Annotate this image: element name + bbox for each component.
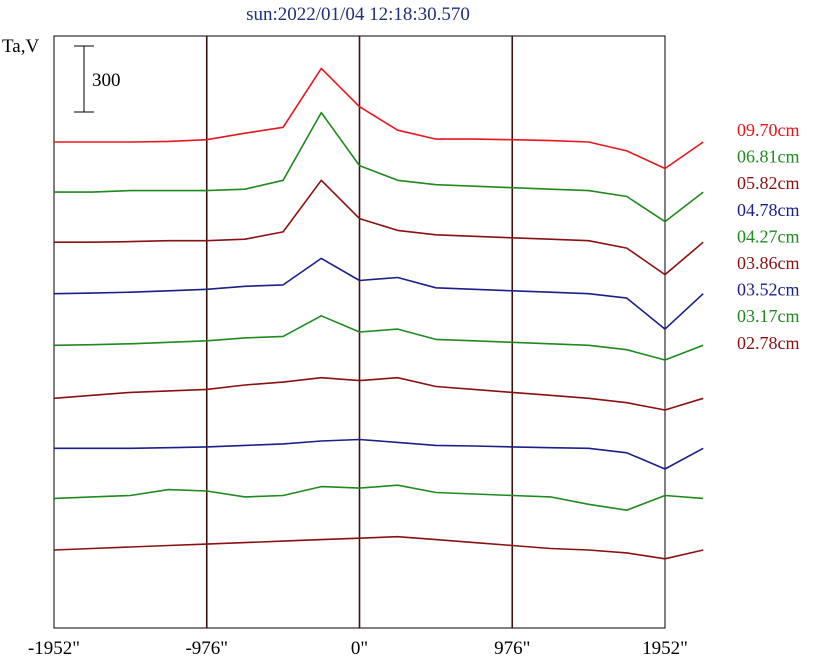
y-axis-label: Ta,V <box>2 36 39 57</box>
legend: 09.70cm 06.81cm 05.82cm 04.78cm 04.27cm 03.86… <box>737 120 800 353</box>
legend-entry-7: 03.17cm <box>737 306 800 326</box>
legend-entry-3: 04.78cm <box>737 200 800 220</box>
legend-entry-2: 05.82cm <box>737 173 800 193</box>
series-line-4 <box>53 314 704 361</box>
legend-entry-6: 03.52cm <box>737 280 800 300</box>
series-line-3 <box>53 257 704 330</box>
x-tick-label-0: -1952" <box>28 638 80 659</box>
legend-entry-4: 04.27cm <box>737 226 800 246</box>
x-tick-label-2: 0" <box>351 638 368 659</box>
series-lines <box>53 67 704 560</box>
series-line-6 <box>54 438 704 470</box>
legend-entry-8: 02.78cm <box>737 333 800 353</box>
scale-bar-label: 300 <box>92 70 121 91</box>
x-tick-labels: -1952" -976" 0" 976" 1952" <box>28 638 688 659</box>
x-tick-label-1: -976" <box>185 638 228 659</box>
chart-title: sun:2022/01/04 12:18:30.570 <box>246 4 470 25</box>
scale-bar: 300 <box>74 45 121 113</box>
series-line-2 <box>54 179 704 276</box>
x-tick-label-3: 976" <box>494 638 530 659</box>
legend-entry-5: 03.86cm <box>737 253 800 273</box>
series-line-0 <box>54 67 704 170</box>
series-line-7 <box>53 484 704 512</box>
series-line-1 <box>54 111 704 223</box>
x-tick-label-4: 1952" <box>642 638 688 659</box>
series-line-8 <box>53 535 704 560</box>
legend-entry-0: 09.70cm <box>737 120 800 140</box>
series-line-5 <box>53 376 704 411</box>
legend-entry-1: 06.81cm <box>737 147 800 167</box>
